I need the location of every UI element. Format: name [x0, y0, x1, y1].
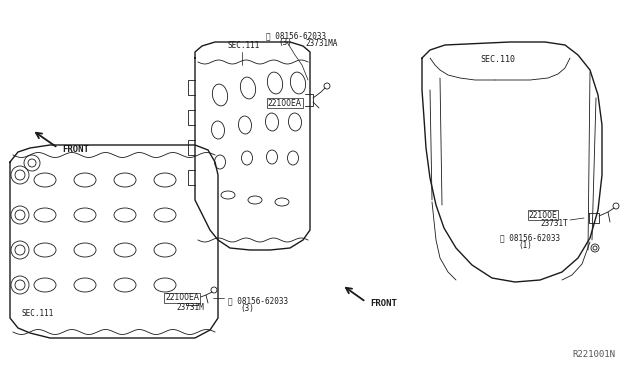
Text: R221001N: R221001N	[572, 350, 615, 359]
Text: (3): (3)	[240, 304, 254, 313]
Text: 22100EA: 22100EA	[268, 99, 302, 108]
Text: (3): (3)	[278, 38, 292, 47]
Text: 23731M: 23731M	[176, 303, 204, 312]
Text: (1): (1)	[518, 241, 532, 250]
Text: Ⓑ 08156-62033: Ⓑ 08156-62033	[228, 296, 288, 305]
Text: 22100E: 22100E	[529, 211, 557, 219]
Text: SEC.110: SEC.110	[480, 55, 515, 64]
Text: Ⓑ 08156-62033: Ⓑ 08156-62033	[500, 233, 560, 242]
Text: 23731T: 23731T	[540, 219, 568, 228]
Text: FRONT: FRONT	[370, 299, 397, 308]
Text: SEC.111: SEC.111	[228, 41, 260, 50]
Text: 23731MA: 23731MA	[305, 39, 337, 48]
Text: SEC.111: SEC.111	[22, 309, 54, 318]
Text: FRONT: FRONT	[62, 145, 89, 154]
Text: Ⓑ 08156-62033: Ⓑ 08156-62033	[266, 31, 326, 40]
Text: 22100EA: 22100EA	[165, 294, 199, 302]
